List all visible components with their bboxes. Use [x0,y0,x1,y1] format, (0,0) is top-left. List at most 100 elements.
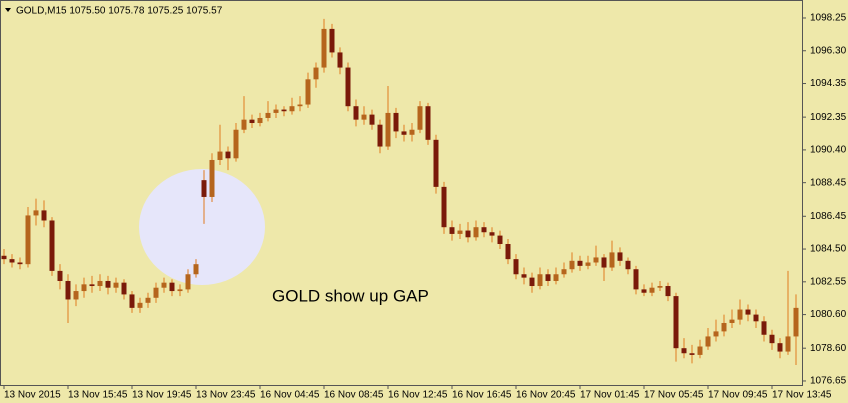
candle-body [377,124,383,147]
x-tick-label: 13 Nov 23:45 [196,390,256,401]
candle-body [577,260,583,266]
candle-body [209,159,215,197]
candle-body [481,227,487,233]
candle-body [537,274,543,287]
candle-body [81,284,87,292]
x-tick-label: 16 Nov 20:45 [516,390,576,401]
candle-body [297,104,303,107]
candle-body [457,230,463,234]
candle-body [65,280,71,300]
candle-body [153,287,159,298]
candle-body [617,252,623,261]
candle-body [489,232,495,236]
candle-body [785,336,791,352]
candle-body [673,296,679,349]
candle-body [177,289,183,292]
candle-body [145,297,151,303]
x-tick-label: 16 Nov 16:45 [452,390,512,401]
candle-body [161,282,167,288]
candle-body [633,269,639,290]
candle-body [689,353,695,355]
candle-body [425,106,431,140]
candle-body [793,307,799,337]
candle-body [41,210,47,221]
candle-body [609,252,615,268]
candle-body [465,230,471,238]
candle-body [193,264,199,275]
candle-body [281,109,287,112]
x-tick-label: 17 Nov 13:45 [772,390,832,401]
candle-body [657,286,663,288]
candle-body [721,322,727,332]
candle-body [561,269,567,275]
candle-body [33,210,39,216]
y-tick-label: 1096.30 [810,45,847,56]
candle-body [273,109,279,113]
candle-body [745,309,751,315]
candle-body [585,262,591,266]
y-tick-label: 1082.55 [810,276,847,287]
candle-body [649,287,655,293]
candle-body [777,343,783,352]
candle-body [401,131,407,135]
candle-body [505,244,511,260]
x-tick-label: 16 Nov 12:45 [388,390,448,401]
y-tick-label: 1098.25 [810,13,847,24]
x-tick-label: 17 Nov 05:45 [644,390,704,401]
candle-body [97,280,103,287]
menu-arrow [5,8,11,12]
candle-body [473,227,479,238]
y-tick-label: 1088.45 [810,177,847,188]
candle-body [441,186,447,228]
candle-body [545,274,551,281]
candle-body [769,334,775,344]
candle-body [449,227,455,234]
candle-body [57,270,63,281]
candle-body [185,274,191,290]
candle-body [257,117,263,124]
candle-body [137,302,143,308]
candle-body [225,151,231,159]
candle-body [233,129,239,159]
chart-header: GOLD,M15 1075.50 1075.78 1075.25 1075.57 [16,6,223,17]
annotation: GOLD show up GAP [272,286,429,305]
x-tick-label: 17 Nov 09:45 [708,390,768,401]
candle-body [337,52,343,68]
y-tick-label: 1090.40 [810,145,847,156]
candle-body [105,280,111,288]
candle-body [433,139,439,187]
candle-body [313,67,319,80]
candle-body [521,274,527,278]
candle-body [49,220,55,271]
candle-body [321,28,327,68]
y-tick-label: 1086.45 [810,211,847,222]
candle-body [289,106,295,112]
y-tick-label: 1078.60 [810,343,847,354]
candle-body [417,106,423,130]
candle-body [361,114,367,120]
candle-body [513,259,519,275]
y-tick-label: 1080.60 [810,309,847,320]
candle-body [329,28,335,53]
plot-frame [0,0,803,386]
candle-body [1,255,7,260]
candle-body [641,289,647,293]
candle-body [553,274,559,281]
candle-body [409,129,415,135]
candle-body [241,119,247,130]
candle-body [73,291,79,300]
x-tick-label: 16 Nov 04:45 [260,390,320,401]
candle-body [665,286,671,297]
candle-body [569,260,575,270]
candle-body [705,336,711,347]
candle-body [17,262,23,265]
y-tick-label: 1094.35 [810,78,847,89]
x-tick-label: 16 Nov 08:45 [324,390,384,401]
candle-body [121,282,127,295]
gap-highlight [139,169,265,285]
x-tick-label: 13 Nov 2015 [4,390,61,401]
candle-body [89,284,95,287]
